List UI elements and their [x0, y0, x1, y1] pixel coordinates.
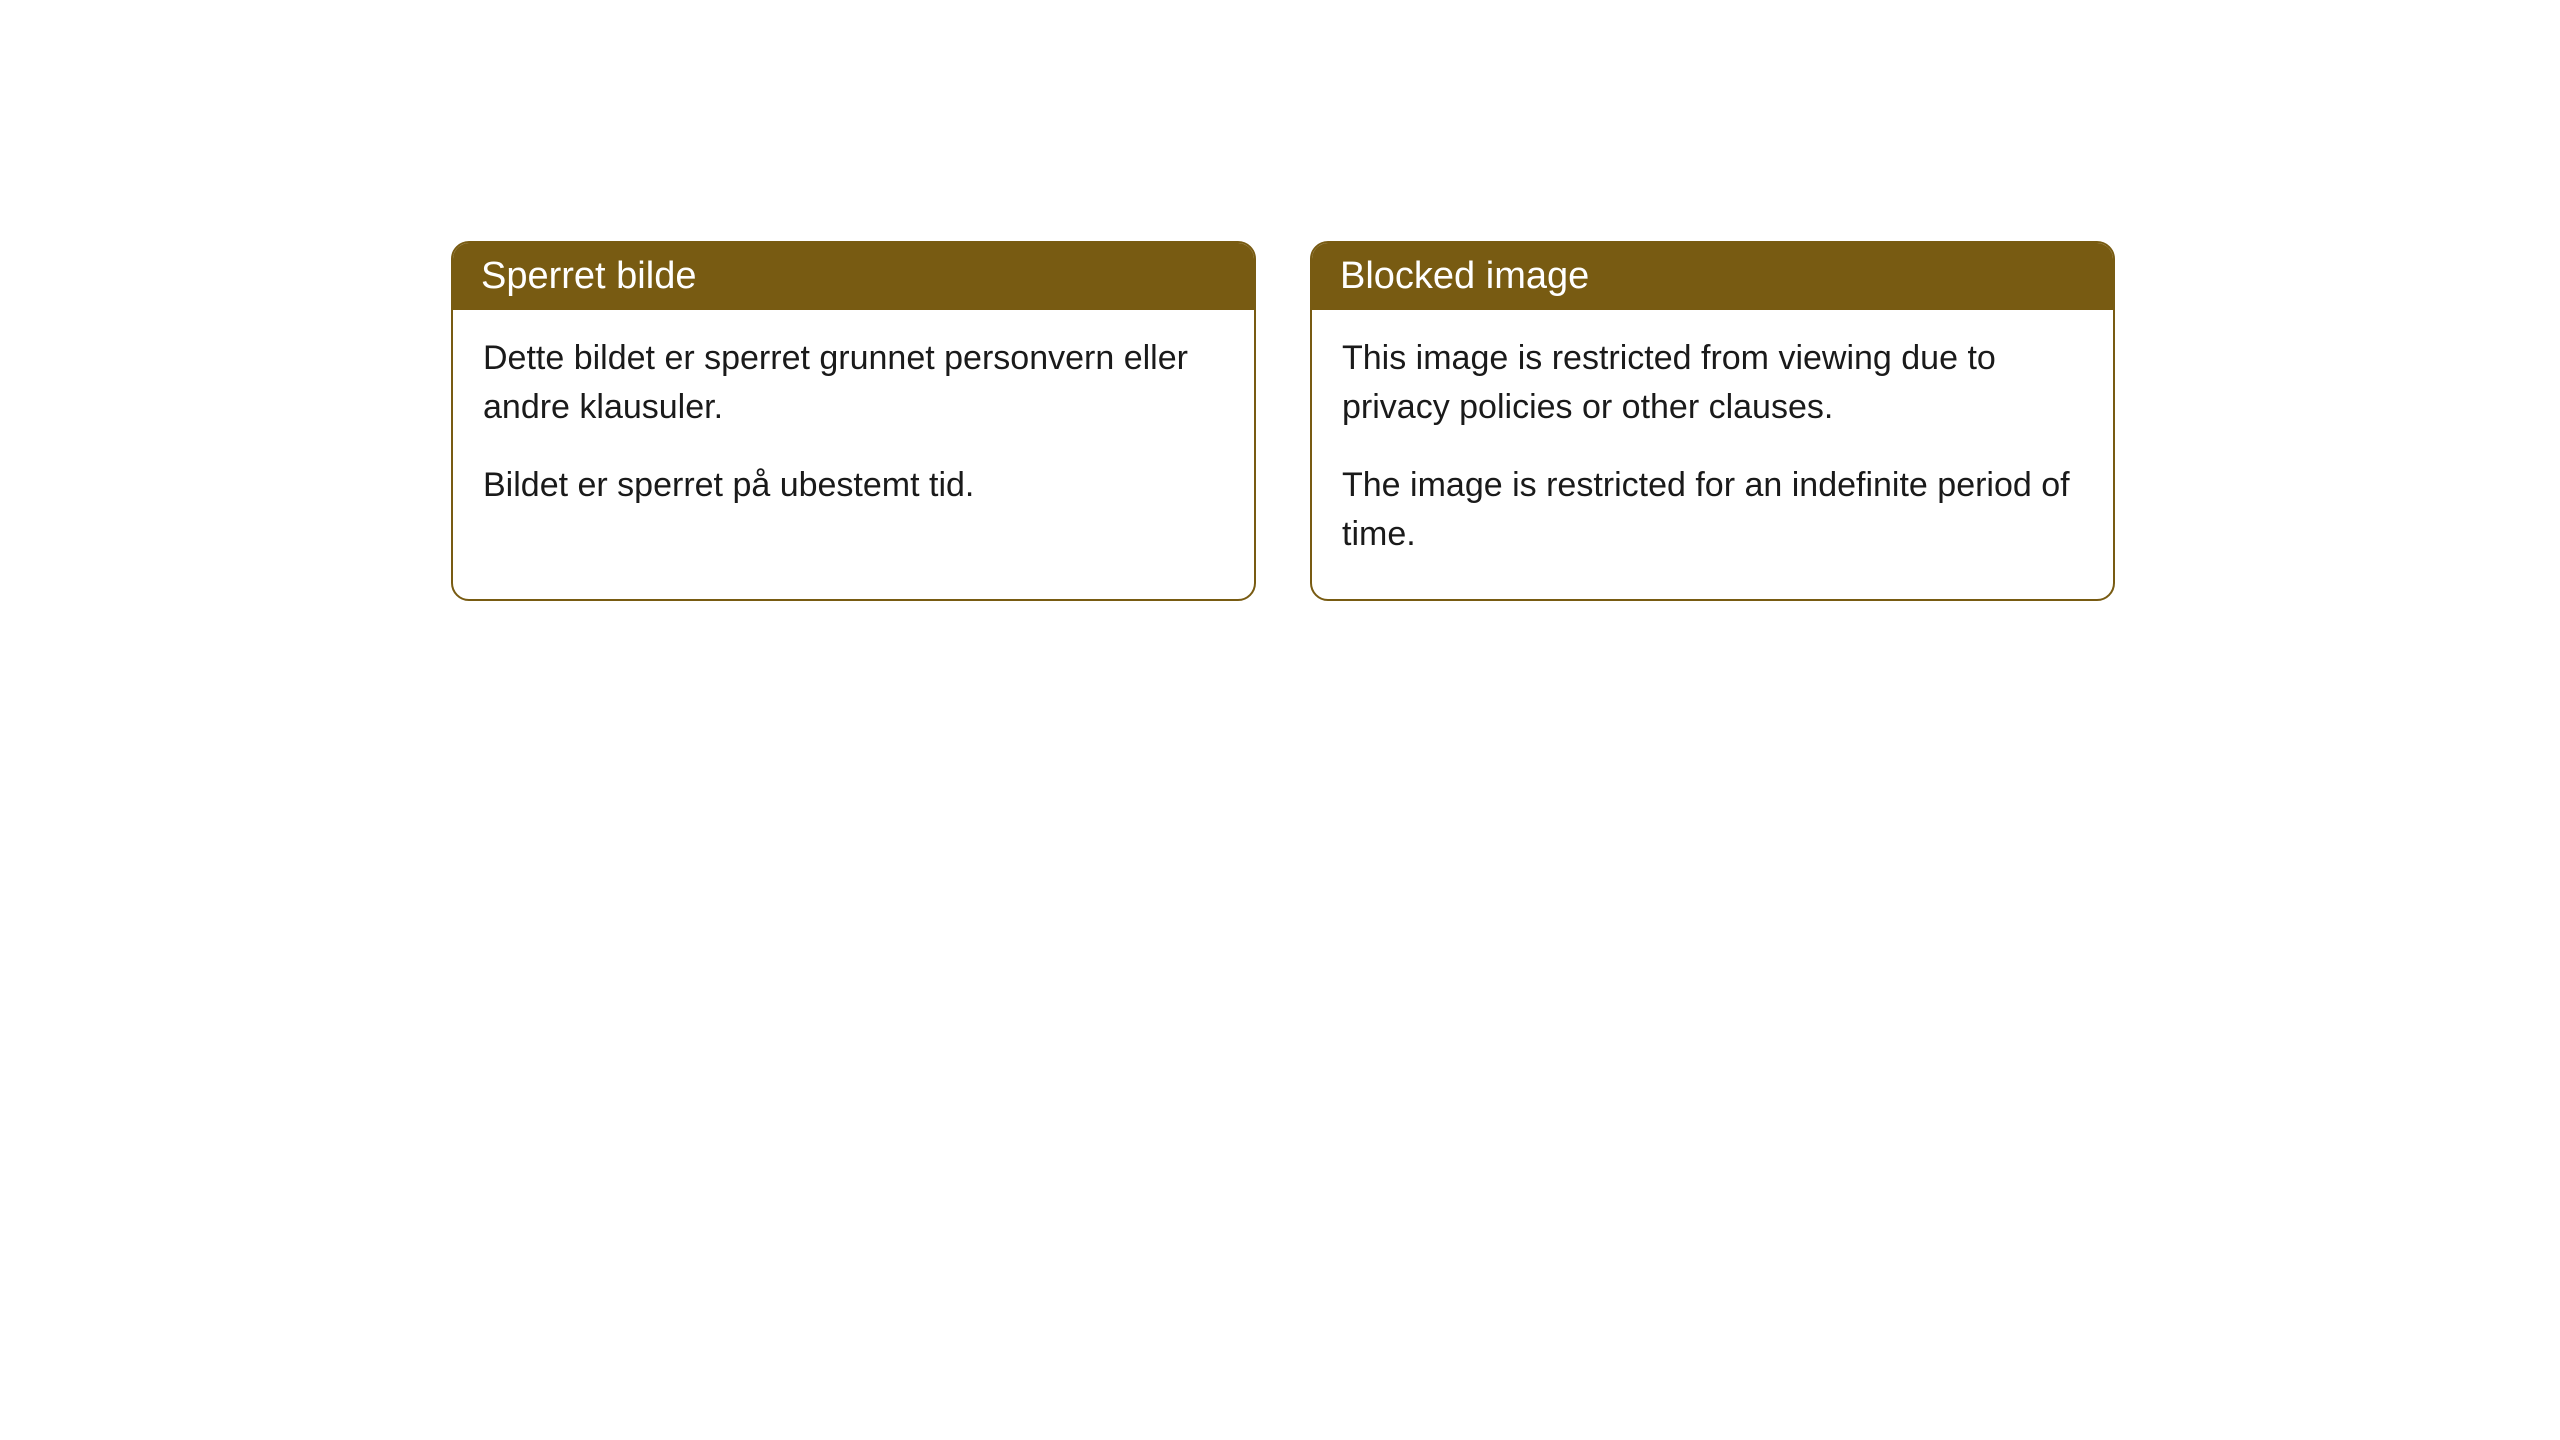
blocked-image-card-no: Sperret bilde Dette bildet er sperret gr… [451, 241, 1256, 601]
notice-cards-container: Sperret bilde Dette bildet er sperret gr… [451, 241, 2115, 601]
blocked-image-card-en: Blocked image This image is restricted f… [1310, 241, 2115, 601]
card-body-en: This image is restricted from viewing du… [1312, 310, 2113, 599]
card-header-en: Blocked image [1312, 243, 2113, 310]
card-body-no: Dette bildet er sperret grunnet personve… [453, 310, 1254, 550]
card-paragraph-2-no: Bildet er sperret på ubestemt tid. [483, 461, 1224, 510]
card-paragraph-1-no: Dette bildet er sperret grunnet personve… [483, 334, 1224, 433]
card-paragraph-1-en: This image is restricted from viewing du… [1342, 334, 2083, 433]
card-header-no: Sperret bilde [453, 243, 1254, 310]
card-paragraph-2-en: The image is restricted for an indefinit… [1342, 461, 2083, 560]
